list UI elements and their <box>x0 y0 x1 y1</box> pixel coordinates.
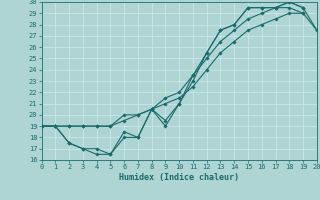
X-axis label: Humidex (Indice chaleur): Humidex (Indice chaleur) <box>119 173 239 182</box>
